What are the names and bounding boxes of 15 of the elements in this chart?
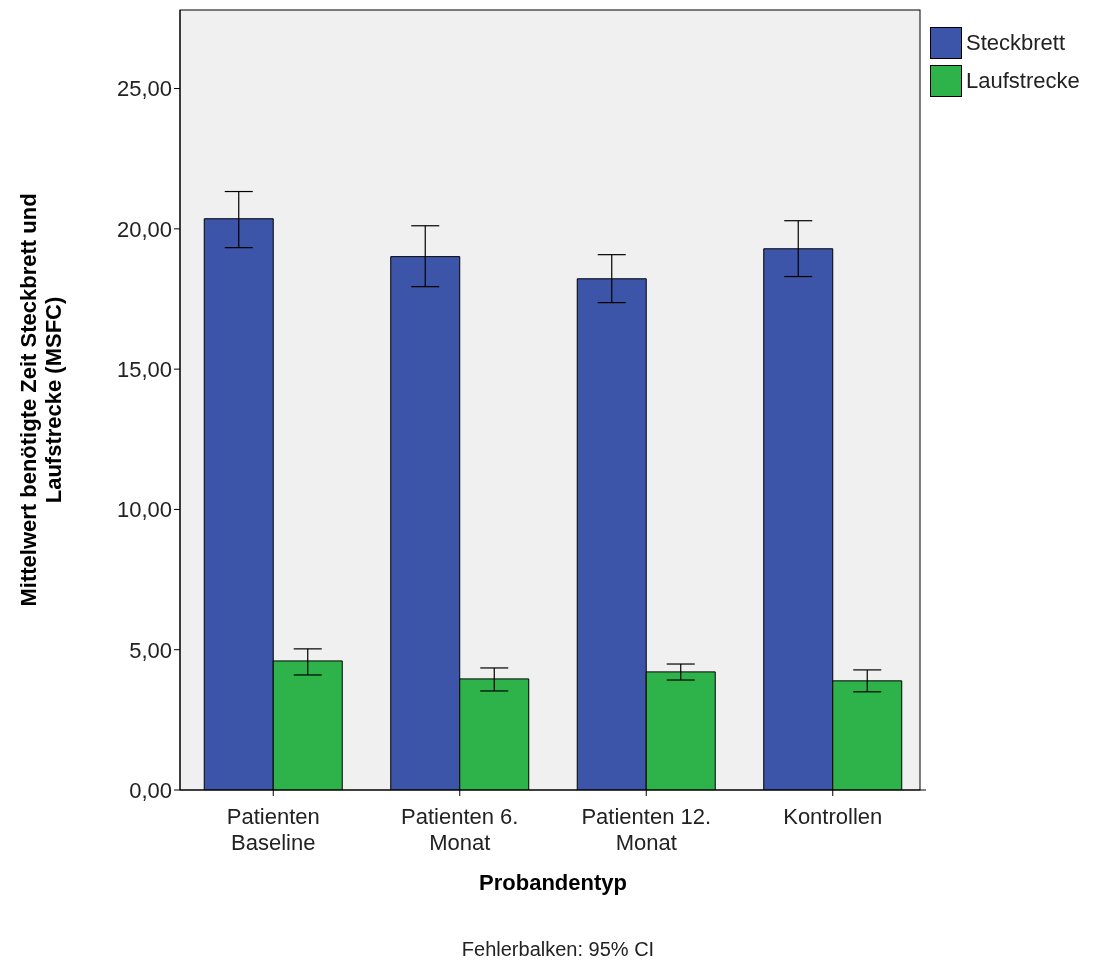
y-axis-title: Mittelwert benötigte Zeit Steckbrett und Laufstrecke (MSFC) [16, 193, 66, 607]
y-tick-label: 15,00 [116, 356, 172, 382]
y-tick-label: 20,00 [116, 216, 172, 242]
y-tick-label: 5,00 [129, 637, 172, 663]
x-tick-label: Patienten Baseline [226, 804, 320, 855]
y-tick-label: 0,00 [129, 777, 172, 803]
text: Fehlerbalken: 95% CI [460, 938, 656, 961]
legend-label: Steckbrett [966, 30, 1066, 56]
y-tick-label: 10,00 [116, 497, 172, 523]
x-tick-label: Patienten 6. Monat [401, 804, 519, 855]
x-tick-label: Kontrollen [783, 804, 883, 829]
legend-label: Laufstrecke [966, 68, 1080, 94]
x-tick-label: Patienten 12. Monat [581, 804, 712, 855]
y-tick-label: 25,00 [116, 76, 172, 102]
x-axis-title: Probandentyp [479, 870, 627, 895]
